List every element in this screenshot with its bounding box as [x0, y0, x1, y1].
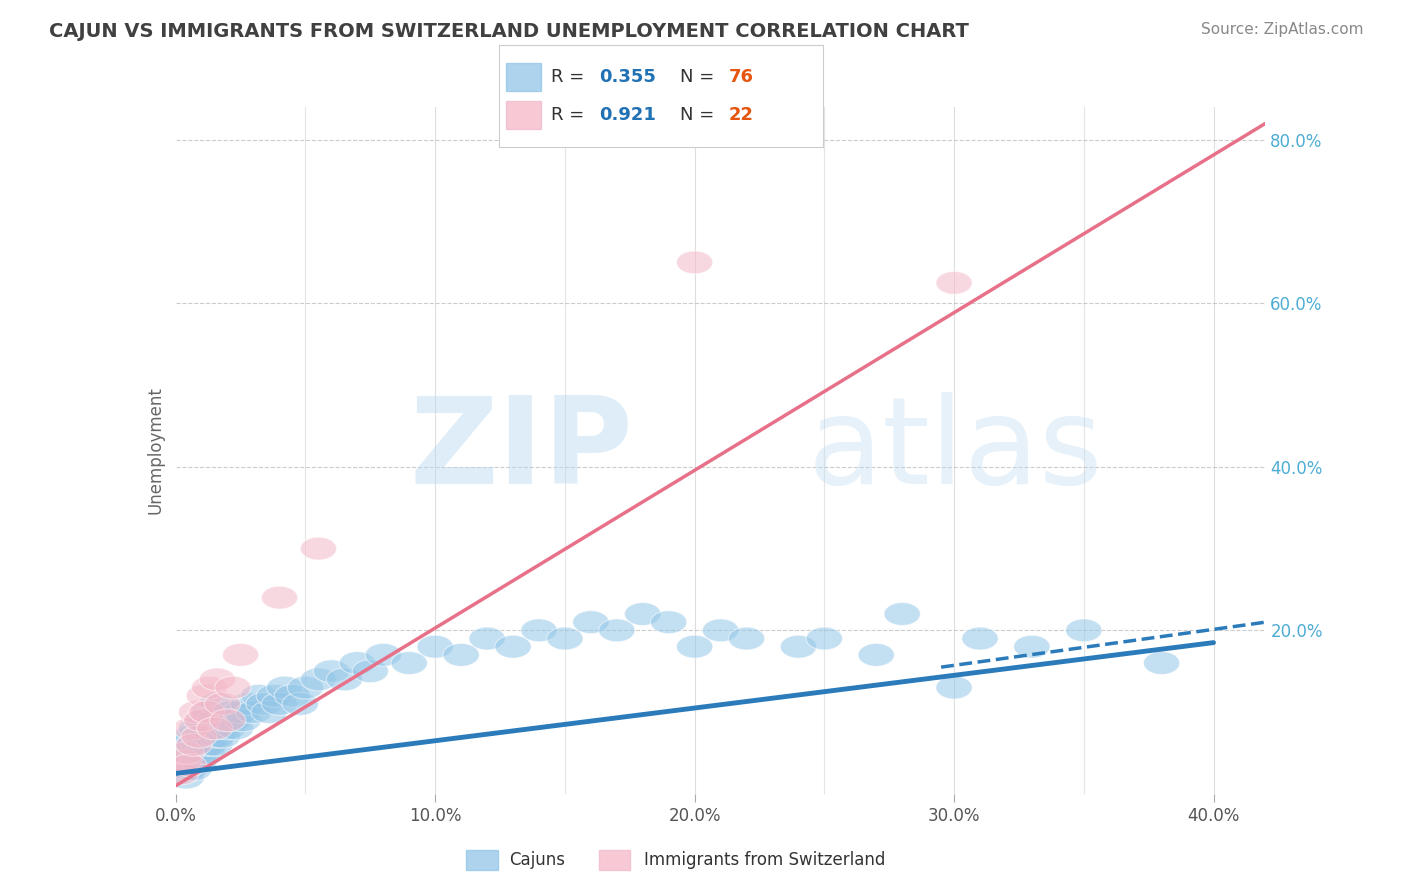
Text: 0.355: 0.355: [599, 68, 657, 86]
Y-axis label: Unemployment: Unemployment: [146, 386, 165, 515]
Bar: [599, 849, 630, 870]
Text: 76: 76: [728, 68, 754, 86]
Text: CAJUN VS IMMIGRANTS FROM SWITZERLAND UNEMPLOYMENT CORRELATION CHART: CAJUN VS IMMIGRANTS FROM SWITZERLAND UNE…: [49, 22, 969, 41]
Text: R =: R =: [551, 106, 591, 124]
Text: N =: N =: [681, 68, 720, 86]
Text: N =: N =: [681, 106, 720, 124]
Text: Immigrants from Switzerland: Immigrants from Switzerland: [644, 851, 886, 869]
Bar: [506, 62, 541, 91]
Text: ZIP: ZIP: [409, 392, 633, 509]
Text: 0.921: 0.921: [599, 106, 657, 124]
Bar: [467, 849, 498, 870]
Text: Cajuns: Cajuns: [509, 851, 565, 869]
Bar: [506, 101, 541, 129]
Text: Source: ZipAtlas.com: Source: ZipAtlas.com: [1201, 22, 1364, 37]
Text: atlas: atlas: [807, 392, 1104, 509]
Text: R =: R =: [551, 68, 591, 86]
Text: 22: 22: [728, 106, 754, 124]
